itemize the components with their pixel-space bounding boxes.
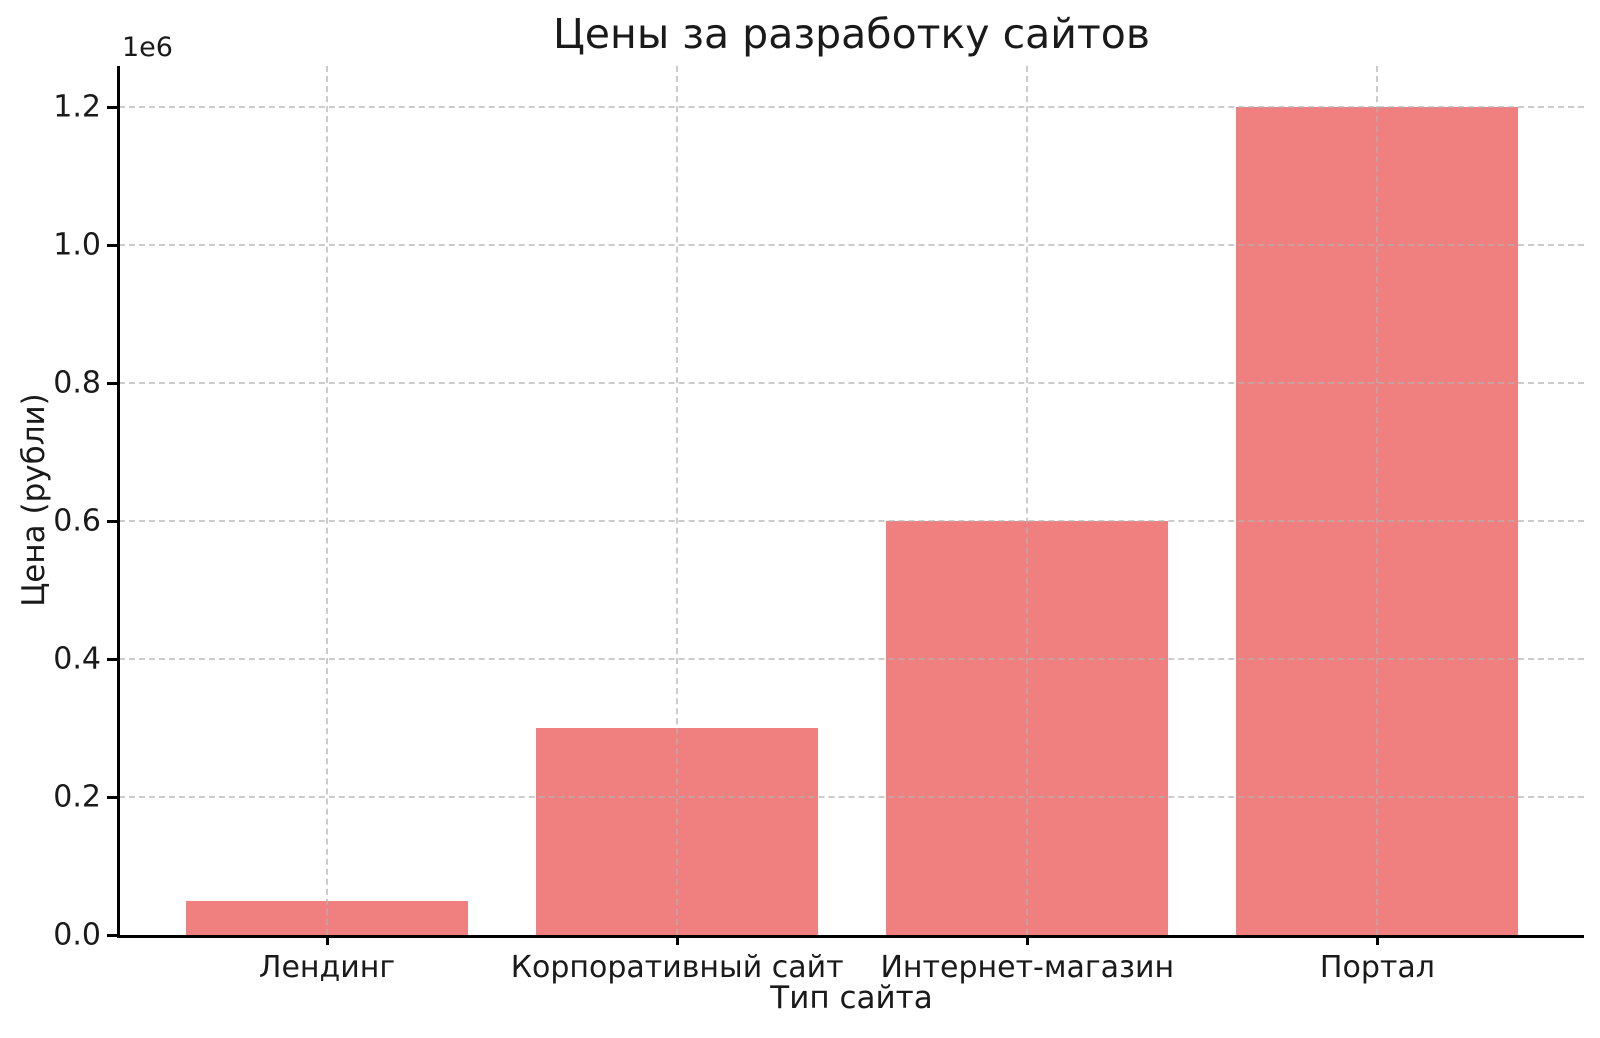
y-tick-label: 0.8 bbox=[53, 365, 101, 401]
y-tick-label: 1.0 bbox=[53, 227, 101, 263]
y-tick-mark bbox=[107, 795, 117, 799]
y-tick-label: 0.6 bbox=[53, 503, 101, 539]
x-tick-mark bbox=[675, 935, 679, 945]
plot-area: 0.0 0.2 0.4 0.6 0.8 1.0 1.2 Лендинг Корпоративны… bbox=[53, 66, 1584, 985]
y-gridline bbox=[119, 244, 1584, 247]
y-tick-mark bbox=[107, 657, 117, 661]
y-gridline bbox=[119, 106, 1584, 109]
y-tick-label: 0.0 bbox=[53, 917, 101, 953]
y-axis-offset-text: 1e6 bbox=[122, 32, 173, 63]
x-tick-mark bbox=[1025, 935, 1029, 945]
x-tick-label: Интернет-магазин bbox=[880, 950, 1175, 985]
x-axis-label: Тип сайта bbox=[770, 980, 933, 1016]
y-gridline bbox=[119, 520, 1584, 523]
x-tick-label: Корпоративный сайт bbox=[510, 950, 844, 985]
x-tick-mark bbox=[1375, 935, 1379, 945]
y-axis-label: Цена (рубли) bbox=[16, 393, 52, 607]
y-gridline bbox=[119, 658, 1584, 661]
y-gridline bbox=[119, 796, 1584, 799]
x-tick-mark bbox=[325, 935, 329, 945]
y-tick-mark bbox=[107, 381, 117, 385]
y-tick-mark bbox=[107, 105, 117, 109]
y-tick-label: 0.2 bbox=[53, 779, 101, 815]
y-tick-mark bbox=[107, 519, 117, 523]
y-gridline bbox=[119, 382, 1584, 385]
x-tick-label: Портал bbox=[1319, 950, 1435, 985]
y-axis-spine bbox=[117, 66, 120, 937]
x-gridline bbox=[326, 66, 329, 935]
x-gridline bbox=[1026, 66, 1029, 935]
chart-title: Цены за разработку сайтов bbox=[552, 10, 1151, 58]
x-axis-spine bbox=[117, 935, 1584, 938]
x-gridline bbox=[676, 66, 679, 935]
x-tick-label: Лендинг bbox=[258, 950, 396, 985]
y-tick-label: 0.4 bbox=[53, 641, 101, 677]
x-gridline bbox=[1376, 66, 1379, 935]
y-tick-label: 1.2 bbox=[53, 89, 101, 125]
y-tick-mark bbox=[107, 243, 117, 247]
y-tick-mark bbox=[107, 933, 117, 937]
